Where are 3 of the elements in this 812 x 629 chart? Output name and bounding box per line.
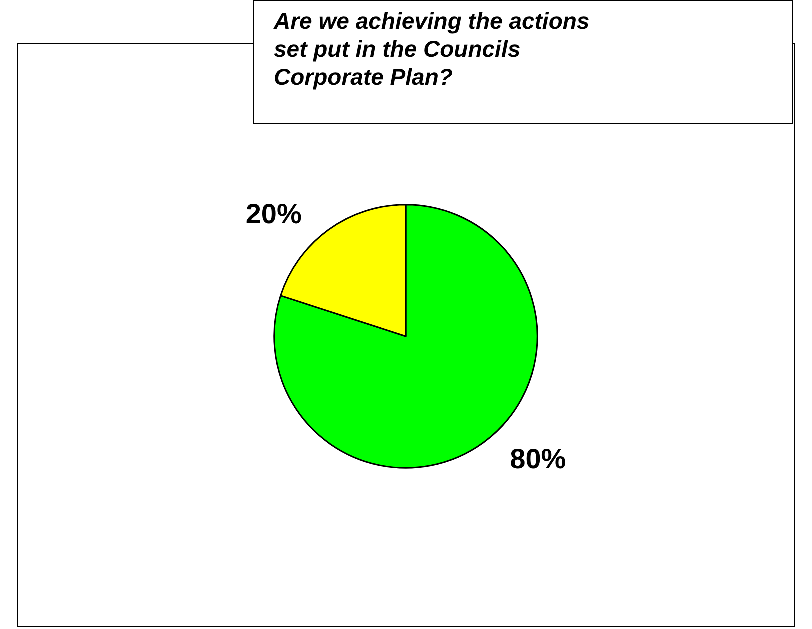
data-label: 80% bbox=[510, 444, 566, 475]
chart-title: Are we achieving the actions set put in the Councils Corporate Plan? bbox=[253, 0, 793, 124]
data-label: 20% bbox=[246, 198, 302, 230]
